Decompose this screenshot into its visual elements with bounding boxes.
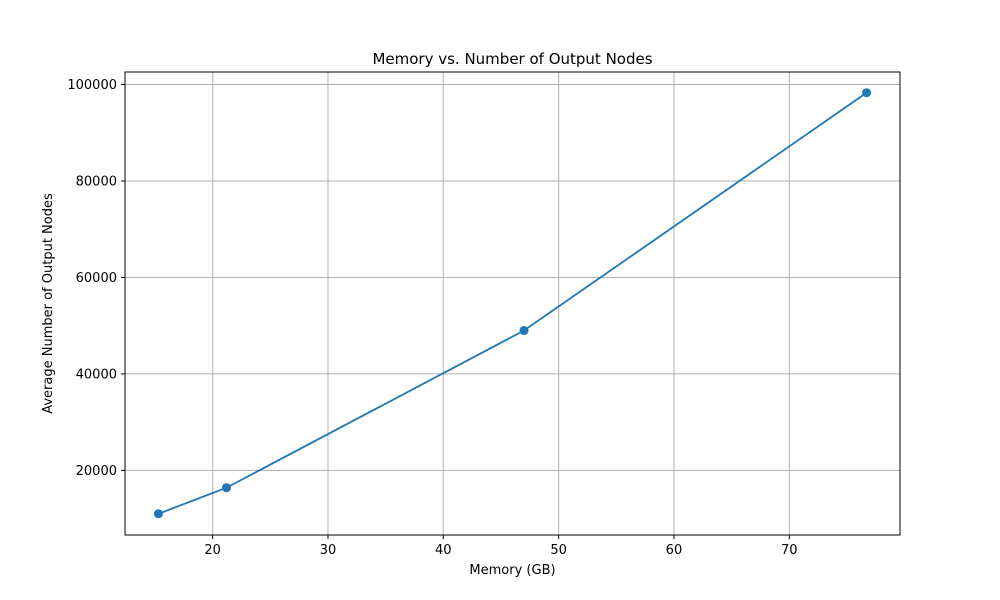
x-tick-label: 30	[320, 543, 337, 558]
y-axis-label: Average Number of Output Nodes	[41, 193, 56, 414]
y-tick-label: 80000	[76, 174, 117, 189]
x-tick-label: 40	[435, 543, 452, 558]
data-point	[519, 326, 529, 336]
series-line	[158, 91, 868, 515]
ticks: 20 30 40 50 60 70 20000 40000 60000 80000 100000	[67, 78, 797, 558]
data-point	[862, 88, 872, 98]
grid	[125, 72, 900, 535]
chart-title: Memory vs. Number of Output Nodes	[372, 50, 652, 68]
x-tick-label: 60	[666, 543, 683, 558]
x-axis-label: Memory (GB)	[469, 563, 555, 578]
x-tick-label: 20	[204, 543, 221, 558]
x-tick-label: 50	[550, 543, 567, 558]
data-point	[221, 483, 231, 493]
y-tick-label: 20000	[76, 464, 117, 479]
data-point	[153, 509, 163, 519]
y-tick-label: 60000	[76, 271, 117, 286]
series-layer	[153, 88, 872, 519]
y-tick-label: 40000	[76, 367, 117, 382]
x-tick-label: 70	[781, 543, 798, 558]
plot-frame	[124, 71, 901, 536]
y-tick-label: 100000	[67, 78, 117, 93]
